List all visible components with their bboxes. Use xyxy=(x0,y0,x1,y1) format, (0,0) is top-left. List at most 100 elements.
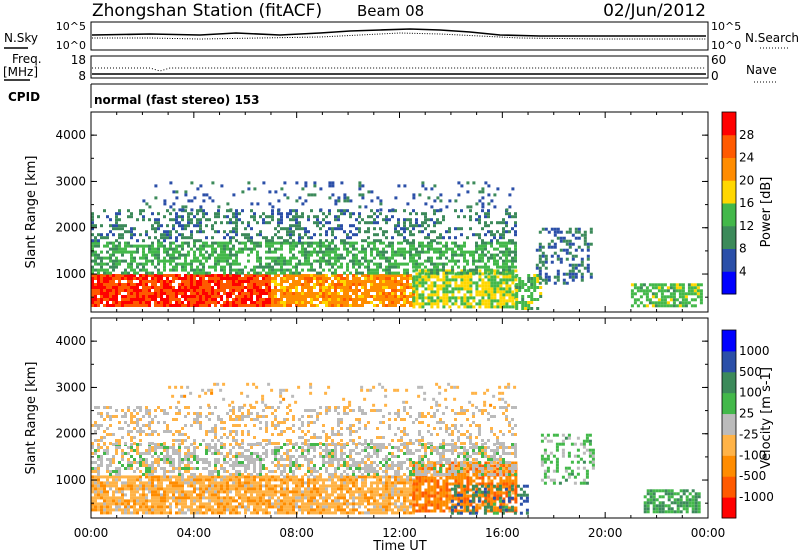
data-cell-0-4 xyxy=(337,224,340,228)
data-cell-1-0 xyxy=(388,508,391,512)
data-cell-1-1 xyxy=(412,479,416,483)
data-cell-0-3 xyxy=(175,256,178,260)
data-cell-0-3 xyxy=(289,259,292,263)
data-cell-0-4 xyxy=(385,236,388,240)
data-cell-0-2 xyxy=(418,272,422,276)
data-cell-0-2 xyxy=(505,299,509,303)
data-cell-1-0 xyxy=(115,478,118,482)
data-cell-0-4 xyxy=(193,215,196,219)
data-cell-0-2 xyxy=(412,278,416,282)
data-cell-0-4 xyxy=(460,233,463,237)
data-cell-1-0 xyxy=(217,499,220,503)
data-cell-0-1 xyxy=(313,295,316,298)
data-cell-1-1 xyxy=(442,488,446,492)
data-cell-0-3 xyxy=(490,271,493,275)
data-cell-0-3 xyxy=(202,241,205,245)
data-cell-0-3 xyxy=(427,244,430,248)
data-cell-0-0 xyxy=(190,283,193,286)
data-cell-0-3 xyxy=(484,244,487,248)
data-cell-0-1 xyxy=(274,289,277,292)
data-cell-0-0 xyxy=(235,301,238,304)
data-cell-0-3 xyxy=(238,262,241,266)
data-cell-0-0 xyxy=(106,298,109,301)
data-cell-0-2 xyxy=(436,305,440,309)
data-cell-0-2 xyxy=(463,278,467,282)
data-cell-0-3 xyxy=(331,247,334,251)
data-cell-0-4 xyxy=(364,230,367,234)
data-cell-1-0 xyxy=(271,490,274,494)
data-cell-0-1 xyxy=(301,298,304,301)
data-cell-1-0 xyxy=(265,511,268,515)
data-cell-0-2 xyxy=(475,293,479,297)
data-cell-0-0 xyxy=(133,274,136,277)
data-cell-0-0 xyxy=(130,304,133,307)
data-cell-1-0 xyxy=(337,502,340,506)
data-cell-1-0 xyxy=(136,508,139,512)
data-cell-1-0 xyxy=(355,487,358,491)
nsearch-label: N.Search xyxy=(745,31,799,45)
data-cell-0-3 xyxy=(100,262,103,266)
data-cell-0-1 xyxy=(289,298,292,301)
data-cell-1-0 xyxy=(277,502,280,506)
data-cell-0-3 xyxy=(466,250,469,254)
data-cell-0-0 xyxy=(190,286,193,289)
data-cell-1-0 xyxy=(310,508,313,512)
data-cell-0-0 xyxy=(151,286,154,289)
data-cell-1-0 xyxy=(226,508,229,512)
data-cell-1-0 xyxy=(298,508,301,512)
data-cell-1-0 xyxy=(307,496,310,500)
data-cell-1-0 xyxy=(115,484,118,488)
data-cell-0-4 xyxy=(196,224,199,228)
data-cell-0-0 xyxy=(202,301,205,304)
data-cell-0-4 xyxy=(202,209,205,213)
data-cell-1-0 xyxy=(100,508,103,512)
data-cell-1-0 xyxy=(280,493,283,497)
data-cell-1-0 xyxy=(352,481,355,485)
data-cell-0-4 xyxy=(235,233,238,237)
data-cell-0-0 xyxy=(202,289,205,292)
data-cell-0-1 xyxy=(391,304,394,307)
data-cell-0-4 xyxy=(478,233,481,237)
data-cell-1-0 xyxy=(220,496,223,500)
data-cell-0-3 xyxy=(199,247,202,251)
data-cell-1-0 xyxy=(313,496,316,500)
data-cell-0-7 xyxy=(556,278,560,282)
data-cell-0-3 xyxy=(511,265,514,269)
data-cell-0-0 xyxy=(232,292,235,295)
data-cell-0-3 xyxy=(124,271,127,275)
data-cell-1-0 xyxy=(103,499,106,503)
data-cell-0-6 xyxy=(530,295,534,298)
data-cell-0-2 xyxy=(439,284,443,288)
data-cell-0-4 xyxy=(424,218,427,222)
data-cell-0-3 xyxy=(274,262,277,266)
data-cell-0-4 xyxy=(214,212,217,216)
data-cell-0-4 xyxy=(130,236,133,240)
data-cell-0-1 xyxy=(385,274,388,277)
data-cell-0-0 xyxy=(241,301,244,304)
data-cell-1-0 xyxy=(373,487,376,491)
data-cell-0-3 xyxy=(139,268,142,272)
data-cell-1-0 xyxy=(385,511,388,515)
data-cell-0-3 xyxy=(172,250,175,254)
data-cell-1-0 xyxy=(190,502,193,506)
data-cell-0-3 xyxy=(211,265,214,269)
data-cell-0-8 xyxy=(675,289,679,293)
data-cell-0-1 xyxy=(298,283,301,286)
data-cell-1-0 xyxy=(337,478,340,482)
data-cell-0-3 xyxy=(280,268,283,272)
data-cell-0-2 xyxy=(490,278,494,282)
data-cell-0-4 xyxy=(427,218,430,222)
data-cell-0-2 xyxy=(499,290,503,294)
data-cell-0-0 xyxy=(226,277,229,280)
data-cell-0-1 xyxy=(328,301,331,304)
data-cell-0-3 xyxy=(220,253,223,257)
data-cell-0-1 xyxy=(304,280,307,283)
data-cell-0-4 xyxy=(289,230,292,234)
data-cell-0-0 xyxy=(265,304,268,307)
data-cell-0-0 xyxy=(166,280,169,283)
data-cell-0-3 xyxy=(349,271,352,275)
data-cell-0-3 xyxy=(352,265,355,269)
data-cell-0-0 xyxy=(160,277,163,280)
data-cell-0-0 xyxy=(229,286,232,289)
data-cell-0-2 xyxy=(490,284,494,288)
